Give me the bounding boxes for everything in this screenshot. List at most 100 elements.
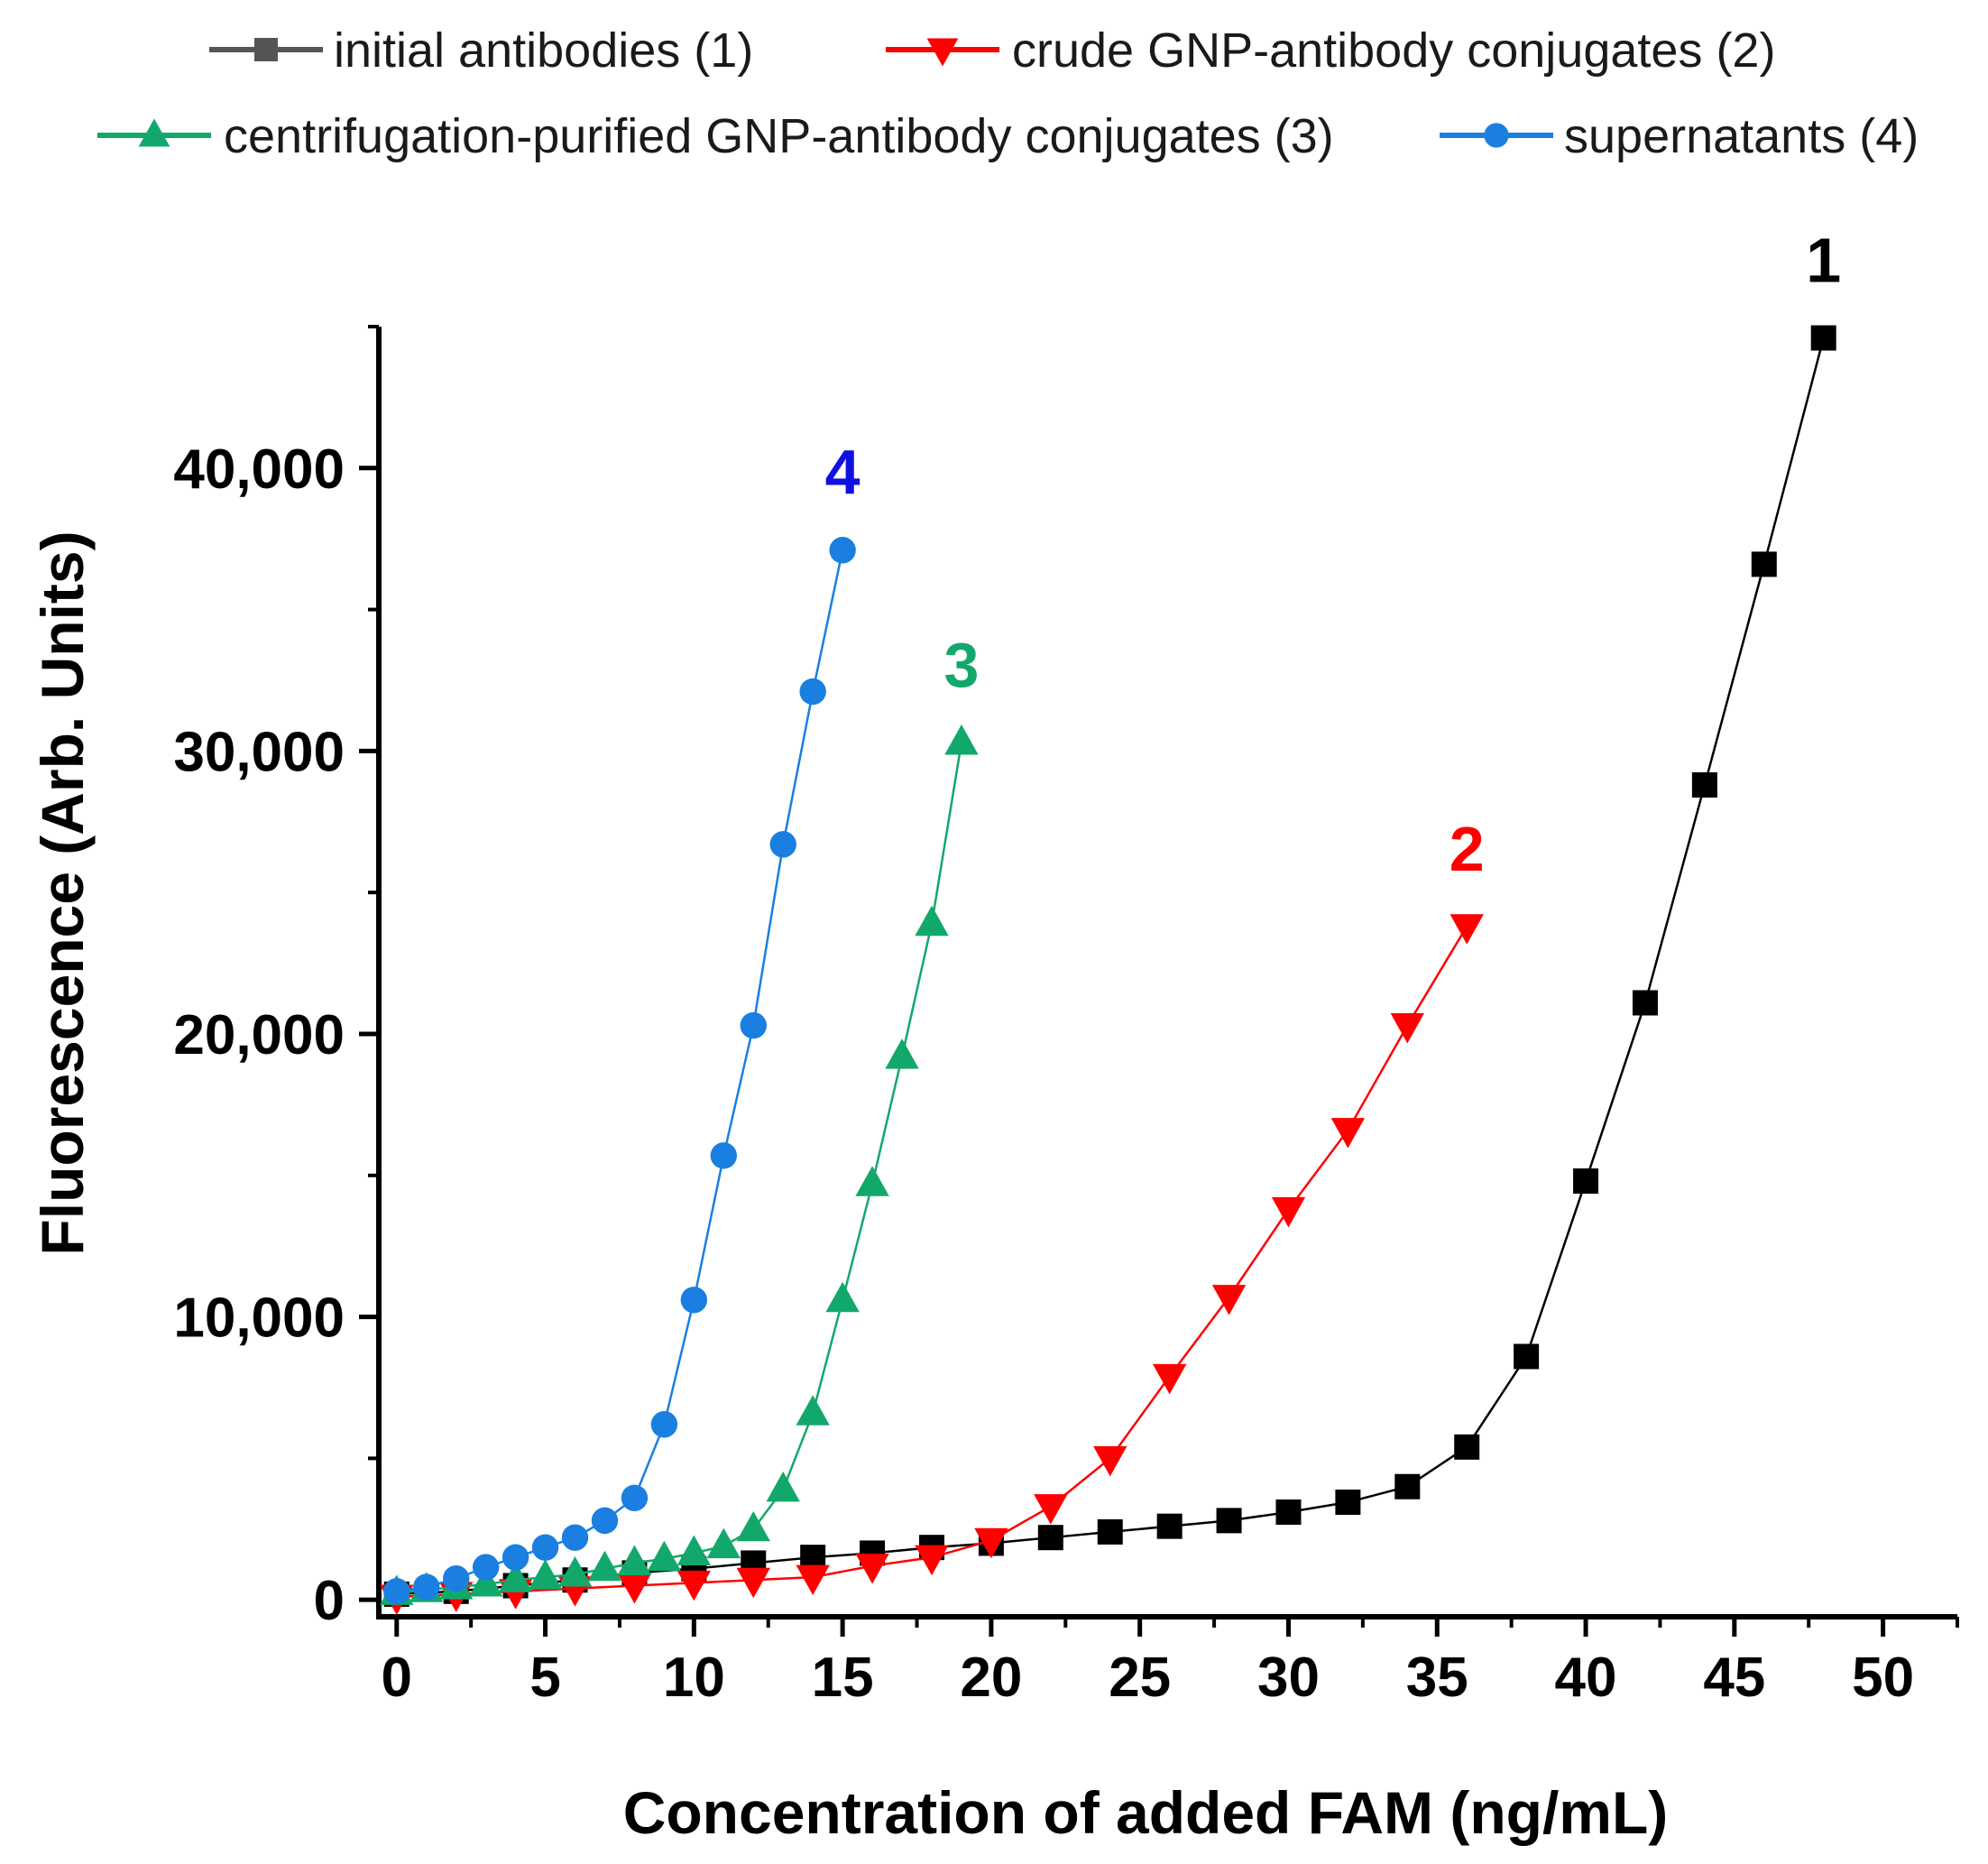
data-point-triangle-up: [587, 1550, 622, 1582]
data-point-triangle-up: [706, 1527, 741, 1559]
data-point-triangle-down: [676, 1570, 712, 1601]
data-point-triangle-down: [974, 1527, 1008, 1559]
data-point-circle: [502, 1544, 529, 1571]
x-tick-label: 0: [382, 1647, 412, 1709]
data-point-circle: [710, 1142, 737, 1169]
axes: 0 5 10 15 20 25 30 35 40 45 50 0 10,000 20,000 30,000…: [173, 325, 1959, 1709]
x-tick-label: 30: [1257, 1647, 1320, 1709]
legend-label-initial-antibodies: initial antibodies (1): [334, 23, 753, 78]
data-point-triangle-down: [1152, 1363, 1187, 1395]
data-point-square: [1037, 1525, 1063, 1551]
curve-label-3: 3: [943, 630, 979, 700]
data-point-triangle-up: [557, 1555, 593, 1587]
data-point-circle: [621, 1484, 649, 1511]
data-point-triangle-down: [1034, 1494, 1068, 1525]
data-point-square: [1156, 1513, 1183, 1539]
legend-marker-circle: [1484, 123, 1509, 148]
data-point-triangle-up: [676, 1535, 712, 1565]
data-point-triangle-down: [915, 1545, 949, 1576]
y-tick-label: 20,000: [173, 1004, 345, 1066]
x-tick-label: 10: [663, 1647, 725, 1709]
data-point-triangle-down: [1271, 1196, 1306, 1228]
data-point-triangle-up: [855, 1166, 889, 1196]
legend-label-supernatants: supernatants (4): [1564, 109, 1919, 163]
data-point-triangle-up: [944, 724, 979, 755]
data-point-circle: [413, 1573, 440, 1601]
curve-label-4: 4: [825, 438, 861, 508]
legend-entry-crude-conjugates: crude GNP-antibody conjugates (2): [886, 23, 1775, 78]
x-tick-label: 50: [1852, 1647, 1914, 1709]
data-point-circle: [829, 537, 856, 564]
curve-label-1: 1: [1806, 226, 1841, 296]
data-point-triangle-down: [796, 1564, 830, 1596]
data-point-circle: [591, 1507, 619, 1535]
x-tick-label: 45: [1703, 1647, 1765, 1709]
data-point-triangle-up: [915, 905, 949, 937]
data-point-triangle-up: [825, 1281, 860, 1313]
data-point-circle: [680, 1287, 708, 1314]
series-line: [396, 337, 1825, 1596]
data-point-triangle-down: [1390, 1013, 1424, 1044]
data-point-triangle-up: [796, 1395, 830, 1426]
data-point-triangle-up: [498, 1562, 533, 1592]
data-point-circle: [472, 1554, 500, 1581]
data-point-square: [1275, 1499, 1302, 1525]
data-point-square: [1810, 325, 1836, 351]
x-tick-label: 15: [812, 1647, 874, 1709]
series-1: 1: [383, 226, 1841, 1607]
data-point-square: [1335, 1489, 1361, 1515]
data-point-circle: [769, 831, 796, 858]
legend-swatch-circle-marker: [1484, 123, 1509, 148]
legend-marker-triangle-up: [138, 118, 170, 147]
data-point-triangle-up: [647, 1540, 682, 1572]
curve-label-2: 2: [1450, 814, 1485, 884]
data-point-square: [1216, 1508, 1242, 1534]
data-point-triangle-down: [1330, 1118, 1366, 1149]
legend-marker-triangle-down: [926, 38, 959, 67]
x-axis-ticks: 0 5 10 15 20 25 30 35 40 45 50: [382, 1617, 1959, 1709]
data-point-triangle-up: [468, 1565, 503, 1597]
y-tick-label: 40,000: [173, 438, 345, 501]
data-point-triangle-down: [855, 1554, 889, 1584]
data-point-circle: [561, 1524, 589, 1551]
x-tick-label: 5: [529, 1647, 560, 1709]
series-line: [396, 742, 963, 1594]
data-point-triangle-down: [1211, 1285, 1247, 1315]
legend-entry-initial-antibodies: initial antibodies (1): [209, 23, 753, 78]
data-point-square: [1454, 1434, 1480, 1460]
legend-entry-supernatants: supernatants (4): [1440, 109, 1919, 163]
x-tick-label: 40: [1555, 1647, 1617, 1709]
series-layer: 1 2 3 4: [380, 226, 1841, 1616]
data-point-square: [1632, 990, 1658, 1016]
data-point-circle: [531, 1534, 559, 1561]
y-tick-label: 30,000: [173, 721, 345, 783]
legend: initial antibodies (1) crude GNP-antibod…: [97, 23, 1919, 163]
data-point-triangle-up: [885, 1038, 919, 1069]
data-point-triangle-up: [528, 1559, 563, 1590]
data-point-triangle-down: [1093, 1445, 1127, 1477]
x-tick-label: 20: [960, 1647, 1022, 1709]
x-tick-label: 25: [1109, 1647, 1171, 1709]
data-point-circle: [383, 1578, 410, 1605]
data-point-square: [1751, 551, 1777, 577]
y-tick-label: 0: [314, 1570, 345, 1632]
y-axis-title: Fluorescence (Arb. Units): [29, 531, 96, 1255]
legend-label-crude-conjugates: crude GNP-antibody conjugates (2): [1012, 23, 1775, 78]
data-point-square: [1514, 1343, 1540, 1370]
legend-entry-purified-conjugates: centrifugation-purified GNP-antibody con…: [97, 109, 1334, 163]
data-point-circle: [650, 1411, 678, 1438]
data-point-triangle-down: [736, 1567, 770, 1599]
legend-swatch-triangle-down-marker: [926, 38, 959, 67]
y-tick-label: 10,000: [173, 1287, 345, 1350]
data-point-triangle-up: [617, 1545, 652, 1575]
data-point-triangle-down: [617, 1573, 652, 1604]
data-point-triangle-down: [1450, 914, 1484, 945]
series-line: [396, 926, 1468, 1599]
data-point-square: [1097, 1518, 1123, 1545]
x-axis-title: Concentration of added FAM (ng/mL): [623, 1779, 1669, 1846]
series-3: 3: [380, 630, 979, 1605]
y-axis-ticks: 0 10,000 20,000 30,000 40,000: [173, 325, 379, 1632]
legend-swatch-triangle-up-marker: [138, 118, 170, 147]
legend-swatch-square-marker: [254, 38, 278, 61]
data-point-square: [1691, 772, 1717, 798]
